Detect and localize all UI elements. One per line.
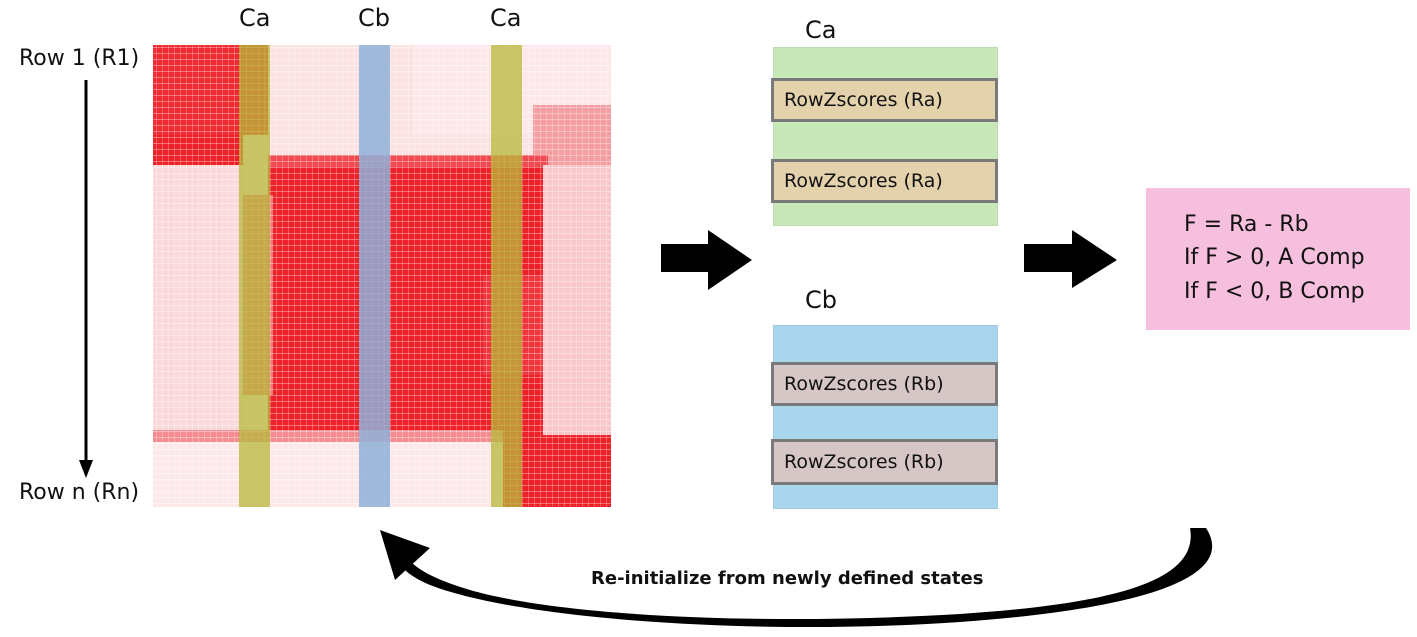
row-zscore-box-rb-2: RowZscores (Rb) [771, 439, 998, 485]
row-zscore-box-ra-2: RowZscores (Ra) [771, 159, 998, 203]
column-label-cb: Cb [358, 4, 390, 32]
formula-line-2: If F > 0, A Comp [1184, 245, 1365, 270]
panel-a-title: Ca [805, 16, 837, 44]
panel-ca: RowZscores (Ra) RowZscores (Ra) [771, 47, 998, 226]
row-label-last: Row n (Rn) [19, 480, 140, 505]
panel-b-title: Cb [805, 286, 837, 314]
row-zscore-box-ra-1: RowZscores (Ra) [771, 78, 998, 122]
formula-line-3: If F < 0, B Comp [1184, 279, 1365, 304]
row-zscore-box-rb-1: RowZscores (Rb) [771, 362, 998, 406]
row-label-first: Row 1 (R1) [19, 46, 140, 71]
column-label-ca-right: Ca [490, 4, 522, 32]
panel-cb: RowZscores (Rb) RowZscores (Rb) [771, 325, 998, 509]
band-ca-right [491, 45, 522, 507]
compartment-formula-box: F = Ra - Rb If F > 0, A Comp If F < 0, B… [1146, 188, 1410, 330]
feedback-caption: Re-initialize from newly defined states [591, 568, 984, 589]
contact-matrix-heatmap [153, 45, 611, 507]
band-ca-left [239, 45, 270, 507]
column-label-ca-left: Ca [239, 4, 271, 32]
band-cb [359, 45, 390, 507]
formula-line-1: F = Ra - Rb [1184, 212, 1309, 237]
